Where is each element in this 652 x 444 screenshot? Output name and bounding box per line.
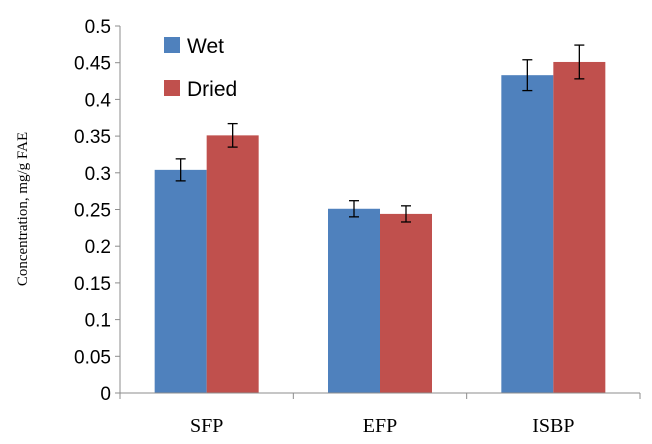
y-tick-label: 0: [100, 384, 111, 405]
bar-wet-isbp: [501, 75, 554, 393]
bar-dried-efp: [380, 213, 432, 393]
bars: [154, 44, 606, 393]
y-tick-label: 0.35: [74, 127, 111, 148]
category-label: ISBP: [532, 415, 574, 437]
bar-dried-sfp: [206, 135, 259, 393]
legend-swatch-wet: [164, 37, 180, 53]
legend: Wet Dried: [164, 35, 237, 101]
bar-wet-sfp: [154, 169, 207, 393]
category-label: EFP: [363, 415, 397, 437]
y-tick-label: 0.4: [85, 90, 112, 111]
bar-dried-isbp: [553, 61, 606, 393]
x-axis: SFP EFP ISBP: [119, 392, 641, 437]
y-tick-label: 0.15: [74, 274, 111, 295]
y-tick-label: 0.05: [74, 347, 111, 368]
y-tick-label: 0.25: [74, 201, 111, 222]
y-tick-label: 0.45: [74, 54, 111, 75]
legend-label-dried: Dried: [187, 78, 237, 101]
legend-label-wet: Wet: [187, 35, 224, 58]
y-axis: 0 0.05 0.1 0.15 0.2 0.25 0.3 0.35 0.4 0.45 0.5: [74, 17, 121, 405]
category-label: SFP: [190, 415, 223, 437]
legend-swatch-dried: [164, 80, 180, 96]
y-tick-label: 0.1: [85, 311, 111, 332]
y-tick-label: 0.2: [85, 237, 111, 258]
y-axis-title: Concentration, mg/g FAE: [15, 132, 31, 286]
y-tick-label: 0.5: [85, 17, 111, 38]
y-tick-label: 0.3: [85, 164, 111, 185]
bar-wet-efp: [328, 208, 380, 393]
